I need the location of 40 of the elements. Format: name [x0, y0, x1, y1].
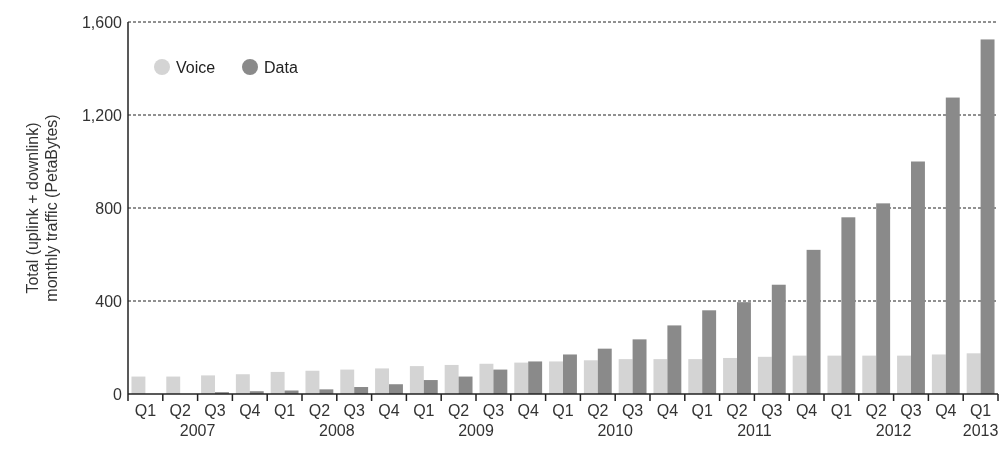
x-tick-label: Q3 — [621, 402, 644, 419]
x-tick-label: Q4 — [935, 402, 957, 419]
x-tick-label: Q4 — [656, 402, 679, 419]
y-tick-label: 400 — [95, 292, 123, 310]
y-axis-title: Total (uplink + downlink) monthly traffic (PetaBytes) — [24, 114, 60, 302]
x-tick-label: Q4 — [517, 402, 539, 419]
x-tick-label: Q2 — [308, 402, 331, 419]
text: 2010 — [597, 422, 634, 439]
x-tick-label: Q1 — [969, 402, 992, 419]
x-tick-label: Q2 — [865, 402, 887, 419]
x-tick-label: Q2 — [169, 402, 191, 419]
x-tick-label: Q4 — [239, 402, 261, 419]
x-tick-label: Q1 — [134, 402, 157, 419]
x-tick-label: Q3 — [761, 402, 783, 419]
x-tick-label: Q4 — [378, 402, 400, 419]
text: 2012 — [875, 422, 912, 439]
legend-label: Voice — [176, 58, 216, 76]
text: 2011 — [737, 422, 772, 439]
x-tick-label: Q1 — [830, 402, 853, 419]
y-tick-label: 800 — [95, 199, 123, 217]
x-tick-label: Q2 — [726, 402, 748, 419]
x-tick-label: Q1 — [691, 402, 713, 419]
y-tick-label: 1,200 — [81, 106, 123, 124]
y-tick-label: 1,600 — [81, 13, 123, 31]
text: 2007 — [179, 422, 216, 439]
y-tick-label: 0 — [113, 385, 123, 403]
x-tick-label: Q2 — [587, 402, 609, 419]
legend-label: Data — [264, 58, 298, 76]
x-tick-label: Q1 — [273, 402, 296, 419]
x-tick-label: Q1 — [552, 402, 574, 419]
text: 2009 — [458, 422, 494, 439]
x-tick-label: Q2 — [447, 402, 470, 419]
x-tick-label: Q3 — [482, 402, 505, 419]
text: 2008 — [319, 422, 355, 439]
x-tick-label: Q3 — [343, 402, 365, 419]
x-tick-label: Q1 — [413, 402, 435, 419]
x-tick-label: Q3 — [900, 402, 922, 419]
text: 2013 — [962, 422, 999, 439]
x-tick-label: Q4 — [795, 402, 818, 419]
x-tick-label: Q3 — [204, 402, 226, 419]
